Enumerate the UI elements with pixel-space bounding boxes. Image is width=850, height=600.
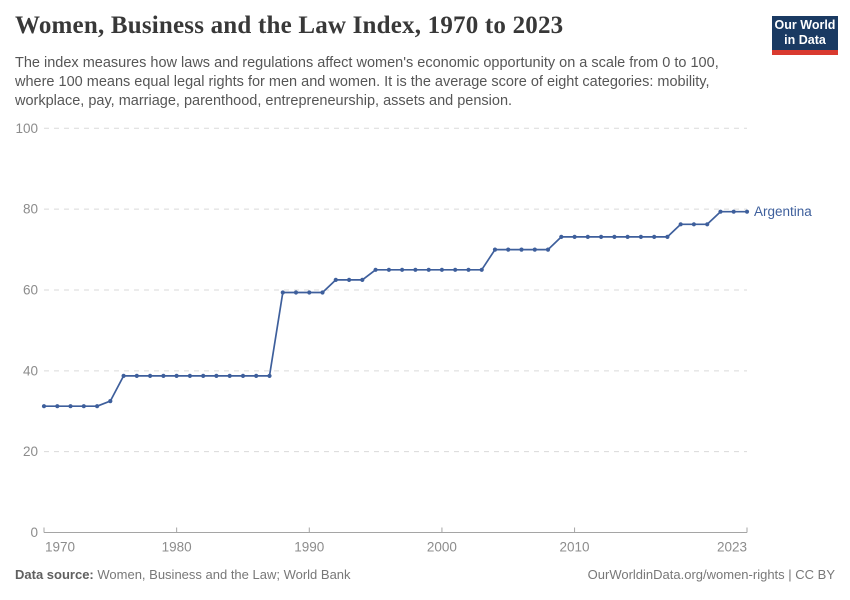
y-axis-label: 60 xyxy=(23,282,38,297)
data-point[interactable] xyxy=(267,373,272,378)
y-axis-label: 0 xyxy=(30,525,38,540)
data-point[interactable] xyxy=(652,234,657,239)
data-point[interactable] xyxy=(678,222,683,227)
owid-url-license-link[interactable]: OurWorldinData.org/women-rights | CC BY xyxy=(587,567,835,582)
data-point[interactable] xyxy=(625,234,630,239)
data-point[interactable] xyxy=(585,234,590,239)
data-point[interactable] xyxy=(41,404,47,409)
x-axis-label: 1980 xyxy=(162,540,192,555)
data-point[interactable] xyxy=(254,373,259,378)
chart-subtitle: The index measures how laws and regulati… xyxy=(15,55,719,109)
x-axis-label: 1970 xyxy=(45,540,75,555)
data-point[interactable] xyxy=(55,404,60,409)
data-point[interactable] xyxy=(68,404,73,409)
data-point[interactable] xyxy=(333,277,338,282)
data-source-label: Data source: xyxy=(15,567,94,582)
data-point[interactable] xyxy=(439,267,444,272)
data-point[interactable] xyxy=(148,373,153,378)
data-point[interactable] xyxy=(134,373,139,378)
data-point[interactable] xyxy=(187,373,192,378)
data-point[interactable] xyxy=(718,209,723,214)
data-point[interactable] xyxy=(174,373,179,378)
data-point[interactable] xyxy=(479,267,484,272)
data-point[interactable] xyxy=(506,247,511,252)
y-axis-label: 40 xyxy=(23,363,38,378)
data-point[interactable] xyxy=(559,234,564,239)
data-point[interactable] xyxy=(572,234,577,239)
y-axis-label: 100 xyxy=(15,121,38,136)
owid-logo-line1: Our World xyxy=(774,18,836,32)
data-point[interactable] xyxy=(426,267,431,272)
data-point[interactable] xyxy=(705,222,710,227)
data-point[interactable] xyxy=(532,247,537,252)
data-point[interactable] xyxy=(612,234,617,239)
data-point[interactable] xyxy=(307,290,312,295)
data-point[interactable] xyxy=(214,373,219,378)
y-axis-label: 80 xyxy=(23,202,38,217)
data-point[interactable] xyxy=(121,373,126,378)
x-axis-label: 2000 xyxy=(427,540,457,555)
data-point[interactable] xyxy=(638,234,644,239)
data-point[interactable] xyxy=(201,373,206,378)
y-axis-label: 20 xyxy=(23,444,38,459)
data-point[interactable] xyxy=(599,234,604,239)
data-point[interactable] xyxy=(519,247,524,252)
data-point[interactable] xyxy=(373,267,378,272)
x-axis-label: 1990 xyxy=(294,540,324,555)
data-point[interactable] xyxy=(665,234,670,239)
data-point[interactable] xyxy=(227,373,232,378)
data-point[interactable] xyxy=(545,247,551,252)
data-point[interactable] xyxy=(320,290,325,295)
data-point[interactable] xyxy=(280,290,285,295)
data-point[interactable] xyxy=(731,209,736,214)
data-point[interactable] xyxy=(81,404,86,409)
x-axis-label: 2010 xyxy=(560,540,590,555)
data-point[interactable] xyxy=(95,404,100,409)
data-point[interactable] xyxy=(347,277,352,282)
x-axis-label: 2023 xyxy=(717,540,747,555)
data-point[interactable] xyxy=(293,290,299,295)
owid-logo[interactable]: Our World in Data xyxy=(772,16,838,55)
data-point[interactable] xyxy=(400,267,405,272)
data-point[interactable] xyxy=(161,373,166,378)
entity-label[interactable]: Argentina xyxy=(754,204,812,219)
data-point[interactable] xyxy=(360,277,365,282)
data-point[interactable] xyxy=(691,222,697,227)
data-point[interactable] xyxy=(413,267,418,272)
chart-footer: Data source: Women, Business and the Law… xyxy=(15,567,835,582)
data-point[interactable] xyxy=(386,267,391,272)
data-point[interactable] xyxy=(744,209,750,214)
data-point[interactable] xyxy=(108,399,113,404)
data-line[interactable] xyxy=(44,210,747,408)
data-source: Data source: Women, Business and the Law… xyxy=(15,567,351,582)
data-point[interactable] xyxy=(453,267,458,272)
owid-logo-line2: in Data xyxy=(784,33,826,47)
data-point[interactable] xyxy=(240,373,246,378)
data-point[interactable] xyxy=(466,267,471,272)
data-point[interactable] xyxy=(492,247,498,252)
data-source-value: Women, Business and the Law; World Bank xyxy=(97,567,351,582)
chart-title: Women, Business and the Law Index, 1970 … xyxy=(15,12,564,39)
